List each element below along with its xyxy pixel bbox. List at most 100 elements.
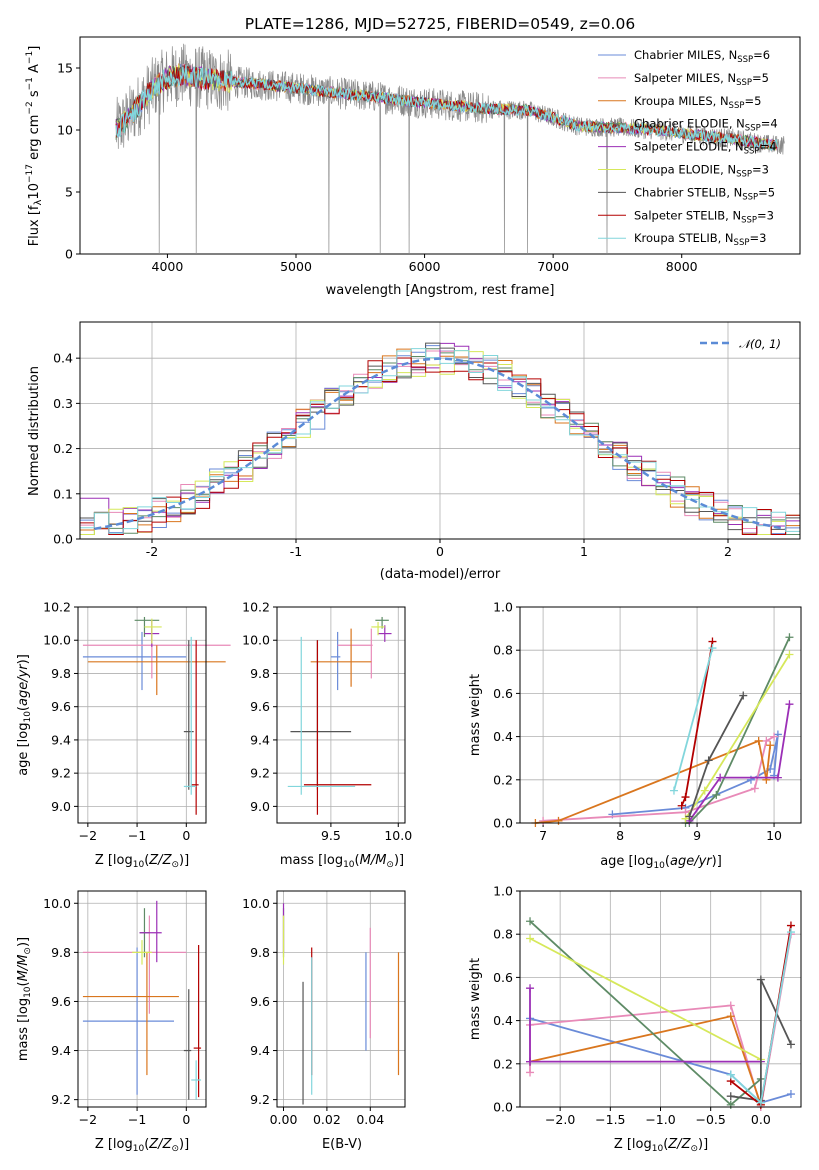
y-tick-label: 0.8	[493, 643, 513, 658]
mass-weight-point	[708, 644, 717, 653]
y-tick-label: 9.6	[250, 994, 270, 1009]
plot-frame	[519, 890, 802, 1108]
plot-frame	[276, 606, 406, 824]
spectrum-frame	[79, 36, 801, 255]
mass-weight-point	[726, 1100, 735, 1109]
mass-weight-point	[526, 917, 535, 926]
y-tick-label: 0.0	[493, 816, 513, 831]
x-tick-label: 1	[580, 544, 588, 559]
spectrum-panel: 4000 5000 6000 7000 8000 0 5 10 15 wavelength [A…	[25, 36, 801, 298]
y-tick-label: 9.8	[250, 945, 270, 960]
mass-weight-point	[685, 812, 694, 821]
y-tick-label: 9.2	[51, 1092, 71, 1107]
mass-weight-point	[526, 984, 535, 993]
legend-label: Chabrier STELIB, NSSP=5	[634, 185, 775, 202]
x-tick-label: 8000	[666, 259, 698, 274]
age-vs-mass-panel: 9.5 10.0 9.0 9.2 9.4 9.6 9.8 10.0 10.2	[242, 600, 412, 844]
legend-count: =3	[749, 231, 766, 245]
x-tick-label: 7000	[537, 259, 569, 274]
x-tick-label: 0.04	[356, 1112, 384, 1127]
y-tick-label: 0.4	[53, 351, 73, 366]
mass-weight-point	[726, 1092, 735, 1101]
plot-frame	[276, 890, 406, 1108]
y-tick-label: 5	[65, 185, 73, 200]
y-tick-label: 10.0	[242, 896, 270, 911]
mass-weight-point	[726, 1001, 735, 1010]
residual-histogram-step	[80, 350, 800, 535]
legend-subscript: SSP	[736, 170, 752, 180]
legend-label: Kroupa ELODIE, NSSP=3	[634, 163, 769, 180]
plot-frame	[77, 606, 207, 824]
y-tick-label: 0.0	[53, 532, 73, 547]
y-tick-label: 10.2	[242, 600, 270, 615]
residual-histogram-step	[80, 357, 800, 535]
age-vs-metallicity-panel: −2 −1 0 9.0 9.2 9.4 9.6 9.8 10.0 10.2	[43, 600, 231, 843]
y-tick-label: 9.4	[250, 1043, 270, 1058]
mass-weight-point	[785, 650, 794, 659]
y-tick-label: 0.8	[493, 927, 513, 942]
x-tick-label: −2	[79, 828, 97, 843]
legend-count: =5	[752, 71, 769, 85]
residual-frame	[79, 321, 801, 540]
x-tick-label: 4000	[152, 259, 184, 274]
x-tick-label: 10.0	[384, 828, 412, 843]
mass-weight-point	[669, 786, 678, 795]
mass-weight-point	[677, 801, 686, 810]
wZ-xlabel: Z [log10(Z/Z⊙)]	[614, 1137, 708, 1154]
x-tick-label: 10	[766, 828, 782, 843]
legend-subscript: SSP	[737, 55, 753, 65]
legend-count: =3	[752, 163, 769, 177]
x-tick-label: 0	[182, 828, 190, 843]
gaussian-curve	[94, 357, 786, 531]
mass-weight-point	[526, 934, 535, 943]
y-tick-label: 9.2	[250, 766, 270, 781]
x-tick-label: 0.0	[751, 1112, 771, 1127]
mass-weight-series-line	[673, 647, 714, 791]
wZ-ylabel: mass weight	[468, 958, 483, 1040]
y-tick-label: 15	[57, 61, 73, 76]
x-tick-label: −2.0	[545, 1112, 575, 1127]
legend-label: Salpeter MILES, NSSP=5	[634, 71, 769, 88]
x-tick-label: −1	[128, 828, 146, 843]
wAge-ylabel: mass weight	[468, 674, 483, 756]
spectrum-ylabel: Flux [fλ10−17 erg cm−2 s−1 A−1]	[25, 46, 44, 247]
y-tick-label: 0.0	[493, 1100, 513, 1115]
y-tick-label: 0.3	[53, 396, 73, 411]
legend-label: Chabrier ELODIE, NSSP=4	[634, 117, 778, 134]
mass-weight-point	[716, 773, 725, 782]
mass-weight-point	[786, 1040, 795, 1049]
ageM-xlabel: mass [log10(M/M⊙)]	[280, 853, 404, 870]
y-tick-label: 0.4	[493, 729, 513, 744]
mE-xlabel: E(B-V)	[322, 1137, 362, 1152]
legend-count: =4	[761, 117, 778, 131]
y-tick-label: 10.2	[43, 600, 71, 615]
x-tick-label: 0	[182, 1112, 190, 1127]
x-tick-label: -2	[146, 544, 158, 559]
mass-weight-point	[726, 1012, 735, 1021]
mass-weight-series-line	[529, 1015, 762, 1106]
wAge-xlabel: age [log10(age/yr)]	[600, 854, 722, 871]
legend-count: =3	[757, 208, 774, 222]
y-tick-label: 0.4	[493, 1013, 513, 1028]
ageZ-ylabel: age [log10(age/yr)]	[16, 654, 33, 776]
residual-ylabel: Normed distribution	[27, 366, 42, 496]
mass-weight-point	[756, 1098, 765, 1107]
mass-vs-extinction-panel: 0.00 0.02 0.04 9.2 9.4 9.6 9.8 10.0	[242, 890, 406, 1127]
x-tick-label: 9.5	[321, 828, 341, 843]
y-tick-label: 0.6	[493, 970, 513, 985]
mZ-xlabel: Z [log10(Z/Z⊙)]	[95, 1137, 189, 1154]
y-tick-label: 1.0	[493, 884, 513, 899]
x-tick-label: 0	[436, 544, 444, 559]
y-tick-label: 0.1	[53, 486, 73, 501]
mass-weight-vs-age-panel: 7 8 9 10 0.0 0.2 0.4 0.6 0.8 1.0	[493, 600, 802, 843]
y-tick-label: 9.0	[51, 799, 71, 814]
y-tick-label: 10.0	[43, 633, 71, 648]
mass-weight-point	[756, 975, 765, 984]
x-tick-label: −1.0	[645, 1112, 675, 1127]
y-tick-label: 9.8	[51, 666, 71, 681]
mass-weight-point	[750, 784, 759, 793]
x-tick-label: −2	[79, 1112, 97, 1127]
y-tick-label: 9.6	[51, 994, 71, 1009]
x-tick-label: −1	[128, 1112, 146, 1127]
mass-weight-point	[785, 700, 794, 709]
